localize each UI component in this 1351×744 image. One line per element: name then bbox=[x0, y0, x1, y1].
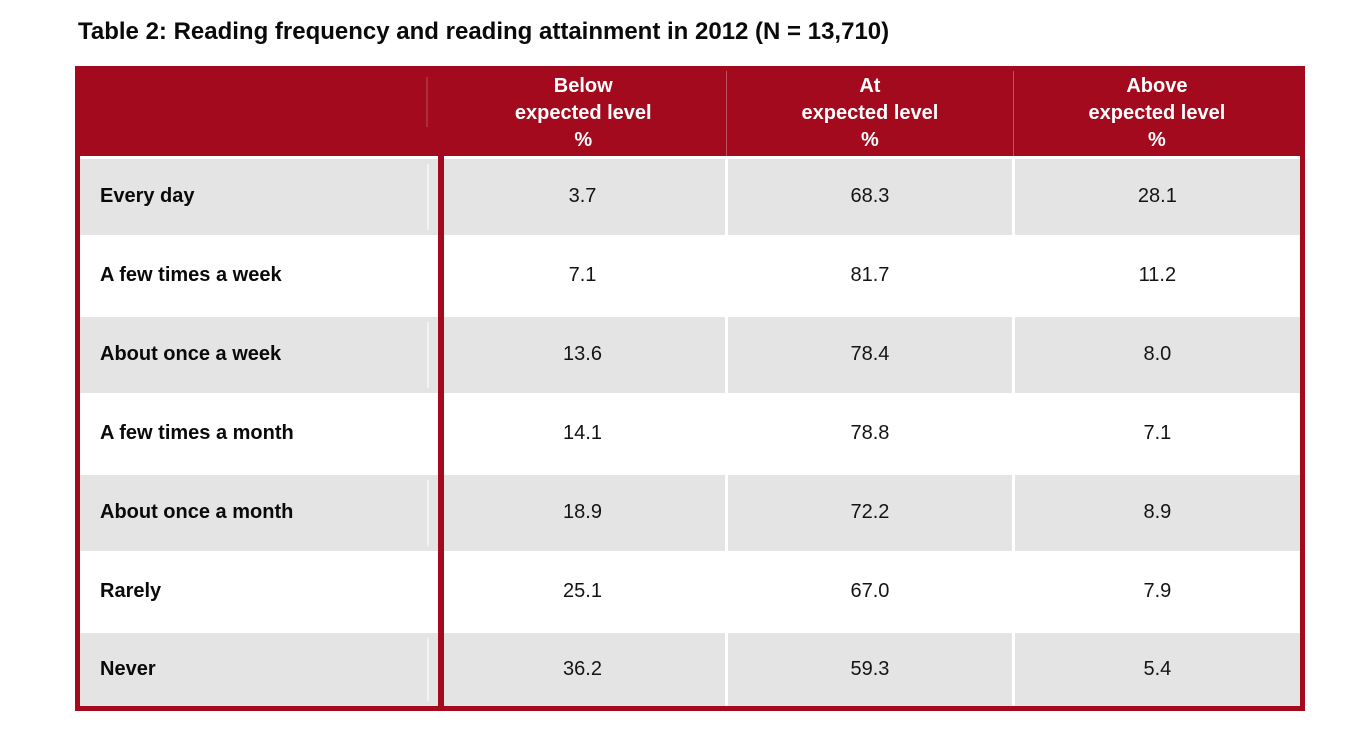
value-cell: 36.2 bbox=[439, 629, 727, 706]
table-row: A few times a week 7.1 81.7 11.2 bbox=[80, 234, 1300, 316]
corner-header-cell bbox=[80, 71, 440, 159]
col-header-at-expected: At expected level % bbox=[726, 71, 1014, 159]
row-label: About once a week bbox=[80, 313, 440, 395]
value-cell: 67.0 bbox=[725, 550, 1014, 632]
table-row: About once a month 18.9 72.2 8.9 bbox=[80, 471, 1300, 553]
value-cell: 78.4 bbox=[725, 313, 1014, 395]
value-cell: 11.2 bbox=[1011, 234, 1300, 316]
value-cell: 81.7 bbox=[725, 234, 1014, 316]
label-column-divider bbox=[437, 71, 444, 706]
value-cell: 7.9 bbox=[1011, 550, 1300, 632]
value-cell: 72.2 bbox=[725, 471, 1014, 553]
table-row: Never 36.2 59.3 5.4 bbox=[80, 629, 1300, 706]
table-row: Every day 3.7 68.3 28.1 bbox=[80, 157, 1300, 237]
row-label: A few times a week bbox=[80, 234, 440, 316]
table-row: Rarely 25.1 67.0 7.9 bbox=[80, 550, 1300, 632]
value-cell: 25.1 bbox=[439, 550, 727, 632]
row-label: Rarely bbox=[80, 550, 440, 632]
header-column-divider bbox=[425, 77, 428, 127]
table-title: Table 2: Reading frequency and reading a… bbox=[78, 18, 890, 45]
reading-attainment-table: Below expected level % At expected level… bbox=[75, 66, 1305, 711]
header-row: Below expected level % At expected level… bbox=[80, 71, 1300, 159]
value-cell: 28.1 bbox=[1011, 157, 1300, 237]
value-cell: 68.3 bbox=[725, 157, 1014, 237]
value-cell: 18.9 bbox=[439, 471, 727, 553]
table-row: About once a week 13.6 78.4 8.0 bbox=[80, 313, 1300, 395]
col-header-above-expected: Above expected level % bbox=[1012, 71, 1300, 159]
value-cell: 78.8 bbox=[725, 392, 1014, 474]
value-cell: 5.4 bbox=[1011, 629, 1300, 706]
col-header-below-expected: Below expected level % bbox=[439, 71, 727, 159]
row-label: Never bbox=[80, 629, 440, 706]
value-cell: 13.6 bbox=[439, 313, 727, 395]
value-cell: 3.7 bbox=[439, 157, 727, 237]
value-cell: 59.3 bbox=[725, 629, 1014, 706]
value-cell: 7.1 bbox=[439, 234, 727, 316]
value-cell: 14.1 bbox=[439, 392, 727, 474]
row-label: About once a month bbox=[80, 471, 440, 553]
value-cell: 8.9 bbox=[1011, 471, 1300, 553]
row-label: Every day bbox=[80, 157, 440, 237]
table-row: A few times a month 14.1 78.8 7.1 bbox=[80, 392, 1300, 474]
row-label: A few times a month bbox=[80, 392, 440, 474]
value-cell: 8.0 bbox=[1011, 313, 1300, 395]
value-cell: 7.1 bbox=[1011, 392, 1300, 474]
data-table: Below expected level % At expected level… bbox=[80, 71, 1300, 706]
